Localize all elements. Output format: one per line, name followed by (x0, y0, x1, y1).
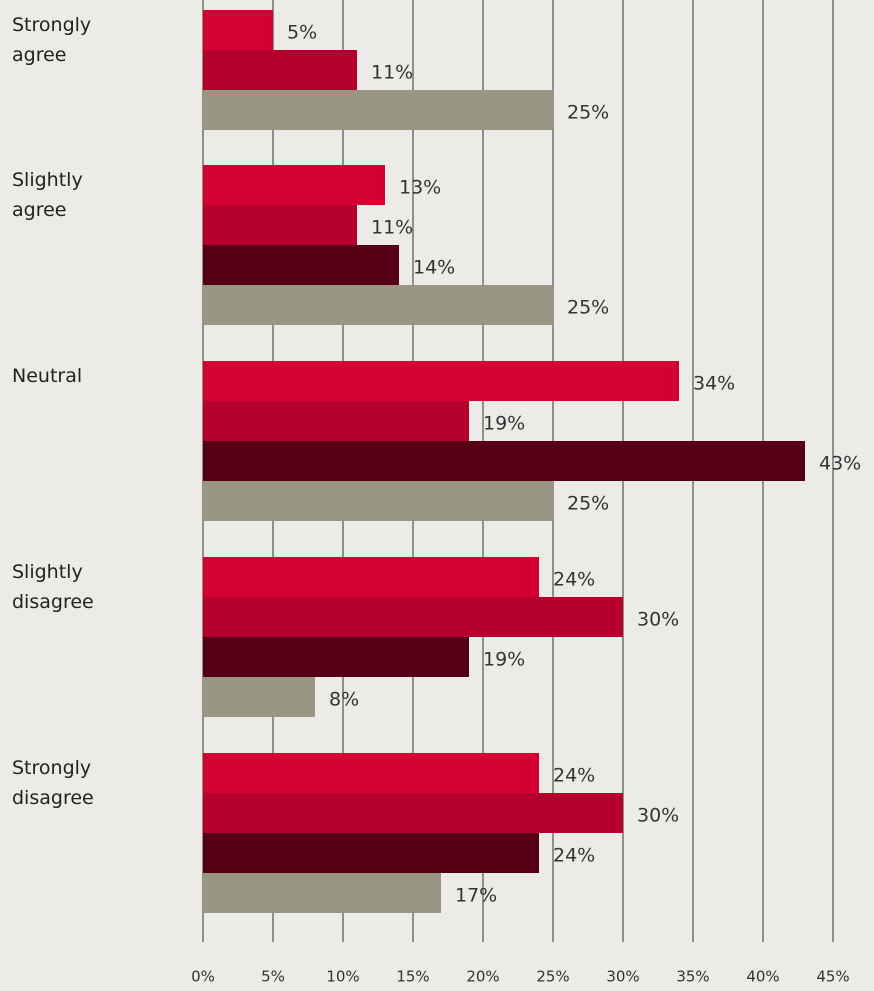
value-label: 13% (399, 177, 441, 199)
category-label: Slightly agree (12, 169, 83, 221)
category-label: Neutral (12, 365, 83, 387)
bar (203, 677, 315, 717)
value-label: 24% (553, 765, 595, 787)
bar (203, 165, 385, 205)
bar (203, 401, 469, 441)
x-tick-label: 20% (466, 968, 499, 986)
x-tick-label: 5% (261, 968, 285, 986)
x-tick-label: 40% (746, 968, 779, 986)
value-label: 8% (329, 689, 359, 711)
bar (203, 50, 357, 90)
bar (203, 441, 805, 481)
bar (203, 597, 623, 637)
bar (203, 753, 539, 793)
value-label: 14% (413, 257, 455, 279)
value-label: 25% (567, 102, 609, 124)
bar (203, 361, 679, 401)
bar (203, 481, 553, 521)
value-label: 30% (637, 609, 679, 631)
value-label: 11% (371, 62, 413, 84)
x-tick-label: 15% (396, 968, 429, 986)
value-label: 34% (693, 373, 735, 395)
bar (203, 245, 399, 285)
x-tick-label: 10% (326, 968, 359, 986)
value-label: 25% (567, 297, 609, 319)
x-tick-label: 35% (676, 968, 709, 986)
value-label: 30% (637, 805, 679, 827)
bar (203, 90, 553, 130)
value-label: 5% (287, 22, 317, 44)
x-tick-label: 45% (816, 968, 849, 986)
bar (203, 873, 441, 913)
category-label: Slightly disagree (12, 561, 94, 613)
x-tick-label: 0% (191, 968, 215, 986)
value-label: 11% (371, 217, 413, 239)
bar (203, 205, 357, 245)
value-label: 43% (819, 453, 861, 475)
value-label: 17% (455, 885, 497, 907)
bar (203, 557, 539, 597)
category-label: Strongly agree (12, 14, 92, 66)
category-label: Strongly disagree (12, 757, 94, 809)
bar (203, 637, 469, 677)
x-tick-label: 30% (606, 968, 639, 986)
bar (203, 10, 273, 50)
value-label: 25% (567, 493, 609, 515)
x-tick-label: 25% (536, 968, 569, 986)
bar (203, 793, 623, 833)
value-label: 19% (483, 649, 525, 671)
bar (203, 833, 539, 873)
bar (203, 285, 553, 325)
value-label: 24% (553, 569, 595, 591)
value-label: 24% (553, 845, 595, 867)
value-label: 19% (483, 413, 525, 435)
